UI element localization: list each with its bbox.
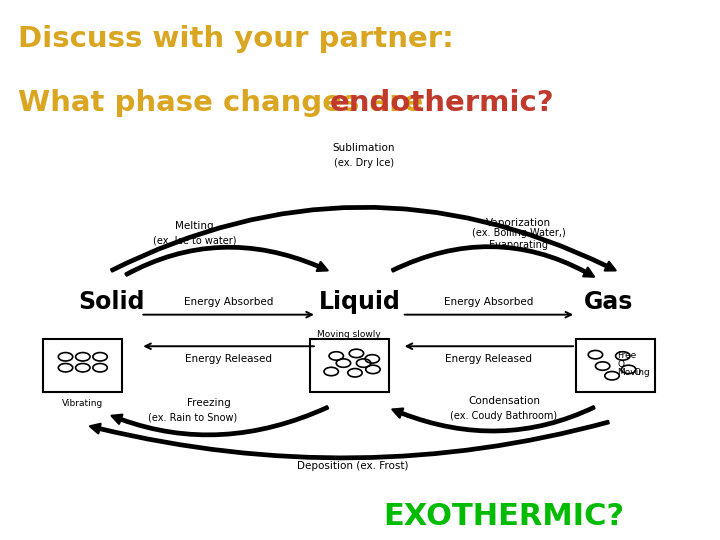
Text: Vaporization: Vaporization (486, 218, 551, 228)
FancyArrowPatch shape (90, 421, 608, 459)
Text: What phase changes are: What phase changes are (18, 90, 433, 117)
FancyBboxPatch shape (43, 339, 122, 392)
Text: Energy Absorbed: Energy Absorbed (184, 297, 274, 307)
Text: EXOTHERMIC?: EXOTHERMIC? (384, 502, 624, 531)
Text: (ex. Boiling Water,)
Evaporating: (ex. Boiling Water,) Evaporating (472, 228, 565, 249)
Text: Liquid: Liquid (319, 290, 401, 314)
FancyArrowPatch shape (392, 245, 594, 276)
Text: Freezing: Freezing (187, 398, 230, 408)
FancyArrowPatch shape (125, 246, 328, 276)
Text: endothermic?: endothermic? (329, 90, 554, 117)
FancyArrowPatch shape (111, 206, 616, 272)
Text: Free: Free (617, 352, 636, 360)
FancyBboxPatch shape (576, 339, 655, 392)
FancyArrowPatch shape (112, 406, 328, 436)
FancyArrowPatch shape (392, 406, 595, 433)
Text: (ex. Rain to Snow): (ex. Rain to Snow) (148, 412, 238, 422)
Text: Discuss with your partner:: Discuss with your partner: (18, 25, 454, 53)
Text: O: O (617, 368, 642, 377)
Text: O: O (617, 360, 624, 369)
Text: Gas: Gas (584, 290, 633, 314)
Text: (ex. Ice to water): (ex. Ice to water) (153, 236, 236, 246)
FancyBboxPatch shape (310, 339, 389, 392)
Text: Condensation: Condensation (468, 396, 540, 406)
Text: Moving slowly: Moving slowly (318, 330, 381, 339)
Text: Sublimation: Sublimation (333, 143, 395, 153)
Text: Solid: Solid (78, 290, 145, 314)
Text: Deposition (ex. Frost): Deposition (ex. Frost) (297, 461, 408, 471)
Text: Energy Released: Energy Released (446, 354, 532, 364)
Text: (ex. Coudy Bathroom): (ex. Coudy Bathroom) (451, 411, 557, 421)
Text: Melting: Melting (175, 221, 214, 231)
Text: (ex. Dry Ice): (ex. Dry Ice) (333, 158, 394, 168)
Text: Moving: Moving (617, 368, 649, 377)
Text: Vibrating: Vibrating (62, 399, 104, 408)
Text: Energy Released: Energy Released (185, 354, 272, 364)
Text: Energy Absorbed: Energy Absorbed (444, 297, 534, 307)
